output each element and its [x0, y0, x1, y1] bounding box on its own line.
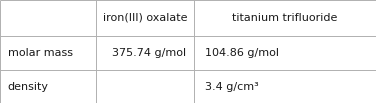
Text: titanium trifluoride: titanium trifluoride	[232, 13, 338, 23]
Text: iron(III) oxalate: iron(III) oxalate	[103, 13, 187, 23]
Text: density: density	[8, 81, 49, 92]
Text: 3.4 g/cm³: 3.4 g/cm³	[205, 81, 259, 92]
Text: 104.86 g/mol: 104.86 g/mol	[205, 48, 279, 58]
Text: molar mass: molar mass	[8, 48, 73, 58]
Text: 375.74 g/mol: 375.74 g/mol	[112, 48, 186, 58]
